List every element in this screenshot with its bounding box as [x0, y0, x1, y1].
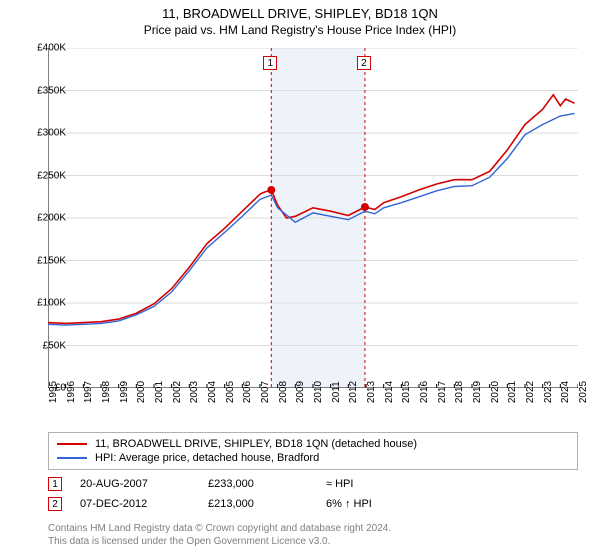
footer-line: Contains HM Land Registry data © Crown c…: [48, 522, 578, 535]
x-tick-label: 2008: [278, 381, 289, 403]
attribution-footer: Contains HM Land Registry data © Crown c…: [48, 522, 578, 548]
x-tick-label: 2003: [189, 381, 200, 403]
x-tick-label: 2018: [454, 381, 465, 403]
sale-vs-hpi: ≈ HPI: [326, 478, 426, 490]
legend: 11, BROADWELL DRIVE, SHIPLEY, BD18 1QN (…: [48, 432, 578, 470]
legend-item: HPI: Average price, detached house, Brad…: [57, 451, 569, 465]
sale-marker: 2: [48, 497, 62, 511]
x-tick-label: 2012: [348, 381, 359, 403]
y-tick-label: £300K: [37, 128, 66, 139]
sale-marker: 1: [48, 477, 62, 491]
chart-area: [48, 48, 578, 388]
x-tick-label: 2016: [419, 381, 430, 403]
y-tick-label: £250K: [37, 170, 66, 181]
x-tick-label: 1995: [48, 381, 59, 403]
x-tick-label: 2009: [295, 381, 306, 403]
page-title: 11, BROADWELL DRIVE, SHIPLEY, BD18 1QN: [0, 0, 600, 21]
x-tick-label: 2023: [543, 381, 554, 403]
y-tick-label: £200K: [37, 213, 66, 224]
sale-price: £213,000: [208, 498, 308, 510]
legend-label: HPI: Average price, detached house, Brad…: [95, 452, 319, 464]
sale-date: 20-AUG-2007: [80, 478, 190, 490]
page-subtitle: Price paid vs. HM Land Registry's House …: [0, 21, 600, 37]
event-marker-box: 1: [263, 56, 277, 70]
sale-price: £233,000: [208, 478, 308, 490]
x-tick-label: 1997: [83, 381, 94, 403]
y-tick-label: £100K: [37, 298, 66, 309]
x-tick-label: 2004: [207, 381, 218, 403]
sales-table: 1 20-AUG-2007 £233,000 ≈ HPI 2 07-DEC-20…: [48, 474, 578, 514]
legend-swatch: [57, 443, 87, 445]
sale-date: 07-DEC-2012: [80, 498, 190, 510]
x-tick-label: 2022: [525, 381, 536, 403]
sale-vs-hpi: 6% ↑ HPI: [326, 498, 426, 510]
y-tick-label: £400K: [37, 43, 66, 54]
x-tick-label: 2013: [366, 381, 377, 403]
x-tick-label: 2020: [490, 381, 501, 403]
x-tick-label: 2006: [242, 381, 253, 403]
x-tick-label: 2025: [578, 381, 589, 403]
x-tick-label: 2002: [172, 381, 183, 403]
x-tick-label: 2010: [313, 381, 324, 403]
x-tick-label: 2015: [401, 381, 412, 403]
x-tick-label: 2024: [560, 381, 571, 403]
legend-item: 11, BROADWELL DRIVE, SHIPLEY, BD18 1QN (…: [57, 437, 569, 451]
x-tick-label: 2017: [437, 381, 448, 403]
x-tick-label: 2000: [136, 381, 147, 403]
chart-container: 11, BROADWELL DRIVE, SHIPLEY, BD18 1QN P…: [0, 0, 600, 560]
sale-row: 1 20-AUG-2007 £233,000 ≈ HPI: [48, 474, 578, 494]
footer-line: This data is licensed under the Open Gov…: [48, 535, 578, 548]
event-marker-box: 2: [357, 56, 371, 70]
x-tick-label: 1996: [66, 381, 77, 403]
x-tick-label: 1999: [119, 381, 130, 403]
legend-label: 11, BROADWELL DRIVE, SHIPLEY, BD18 1QN (…: [95, 438, 417, 450]
x-tick-label: 2005: [225, 381, 236, 403]
x-tick-label: 2007: [260, 381, 271, 403]
x-tick-label: 2014: [384, 381, 395, 403]
x-tick-label: 2019: [472, 381, 483, 403]
sale-row: 2 07-DEC-2012 £213,000 6% ↑ HPI: [48, 494, 578, 514]
x-tick-label: 2011: [331, 381, 342, 403]
x-tick-label: 2021: [507, 381, 518, 403]
line-chart: [48, 48, 578, 388]
y-tick-label: £150K: [37, 255, 66, 266]
x-tick-label: 1998: [101, 381, 112, 403]
y-tick-label: £350K: [37, 85, 66, 96]
y-tick-label: £50K: [43, 340, 66, 351]
x-tick-label: 2001: [154, 381, 165, 403]
legend-swatch: [57, 457, 87, 459]
